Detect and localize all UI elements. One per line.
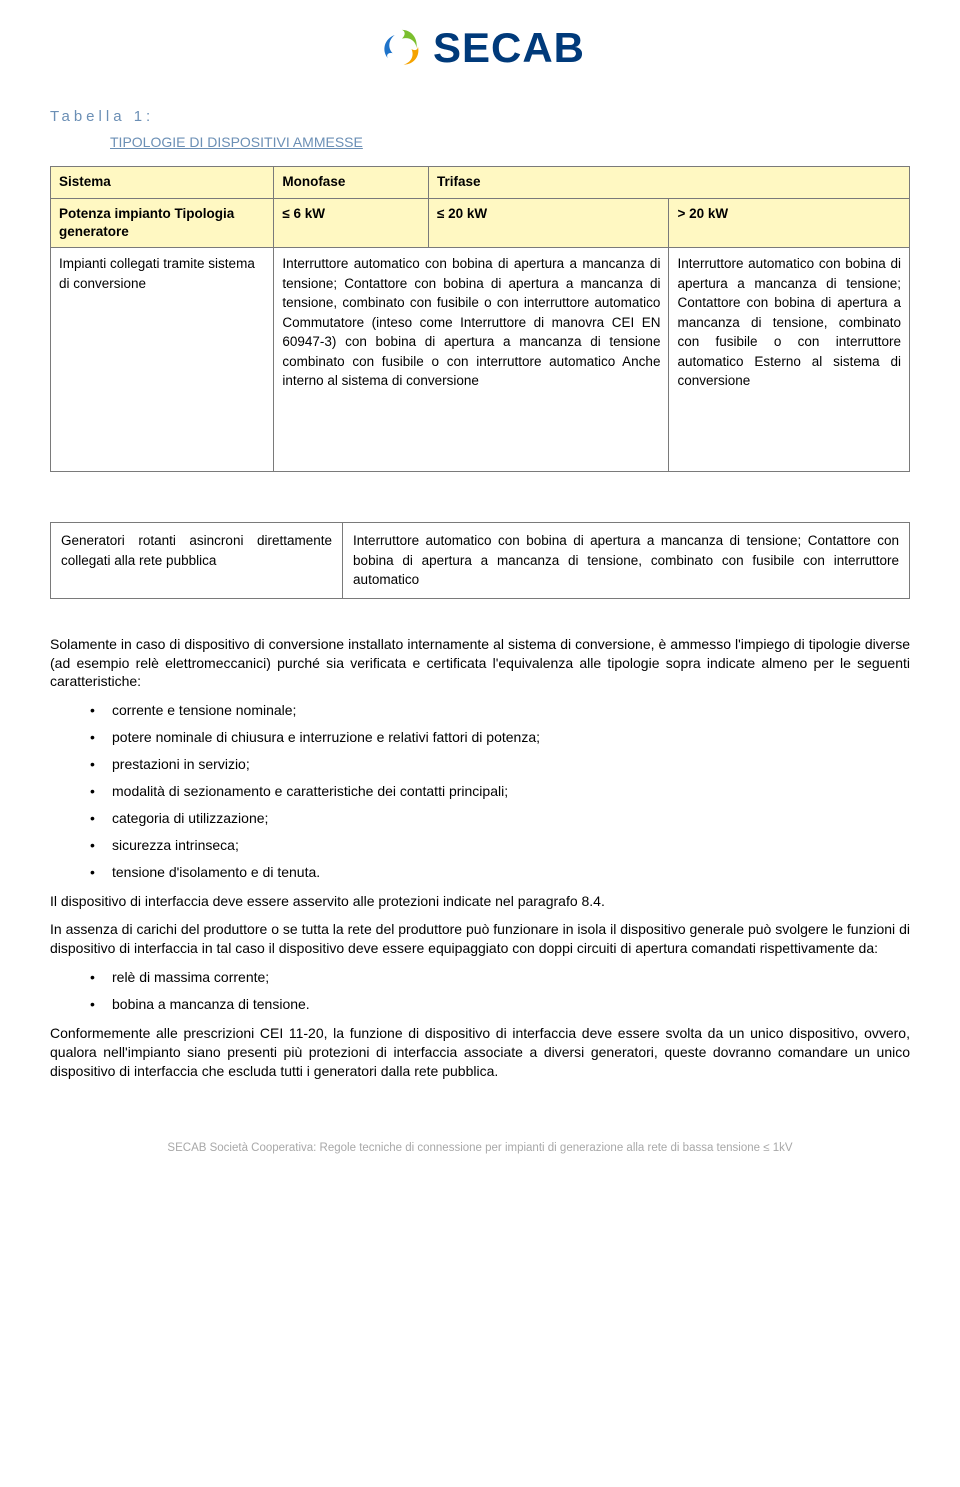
th-trifase: Trifase	[428, 167, 909, 198]
bullet-list-2: relè di massima corrente; bobina a manca…	[90, 968, 910, 1014]
table-devices: Sistema Monofase Trifase Potenza impiant…	[50, 166, 910, 472]
th-potenza: Potenza impianto Tipologia generatore	[51, 198, 274, 247]
list-item: corrente e tensione nominale;	[90, 701, 910, 720]
cell-impianti-label: Impianti collegati tramite sistema di co…	[51, 248, 274, 472]
cell-impianti-spec1: Interruttore automatico con bobina di ap…	[274, 248, 669, 472]
cell-gen-label: Generatori rotanti asincroni direttament…	[51, 522, 343, 598]
list-item: tensione d'isolamento e di tenuta.	[90, 863, 910, 882]
cell-impianti-spec2: Interruttore automatico con bobina di ap…	[669, 248, 910, 472]
th-sistema: Sistema	[51, 167, 274, 198]
para-2: Il dispositivo di interfaccia deve esser…	[50, 892, 910, 911]
logo-text: SECAB	[433, 20, 585, 77]
list-item: bobina a mancanza di tensione.	[90, 995, 910, 1014]
swirl-icon	[375, 22, 427, 74]
table-label: Tabella 1:	[50, 107, 910, 127]
page-footer: SECAB Società Cooperativa: Regole tecnic…	[50, 1141, 910, 1157]
list-item: prestazioni in servizio;	[90, 755, 910, 774]
th-6kw: ≤ 6 kW	[274, 198, 429, 247]
list-item: relè di massima corrente;	[90, 968, 910, 987]
list-item: modalità di sezionamento e caratteristic…	[90, 782, 910, 801]
list-item: potere nominale di chiusura e interruzio…	[90, 728, 910, 747]
list-item: categoria di utilizzazione;	[90, 809, 910, 828]
cell-gen-spec: Interruttore automatico con bobina di ap…	[343, 522, 910, 598]
list-item: sicurezza intrinseca;	[90, 836, 910, 855]
header-logo: SECAB	[50, 20, 910, 79]
th-monofase: Monofase	[274, 167, 429, 198]
th-20kw: ≤ 20 kW	[428, 198, 669, 247]
para-4: Conformemente alle prescrizioni CEI 11-2…	[50, 1024, 910, 1081]
table-subtitle: TIPOLOGIE DI DISPOSITIVI AMMESSE	[110, 133, 910, 152]
th-gt20kw: > 20 kW	[669, 198, 910, 247]
table-generatori: Generatori rotanti asincroni direttament…	[50, 522, 910, 599]
para-1: Solamente in caso di dispositivo di conv…	[50, 635, 910, 692]
para-3: In assenza di carichi del produttore o s…	[50, 920, 910, 958]
bullet-list-1: corrente e tensione nominale; potere nom…	[90, 701, 910, 881]
